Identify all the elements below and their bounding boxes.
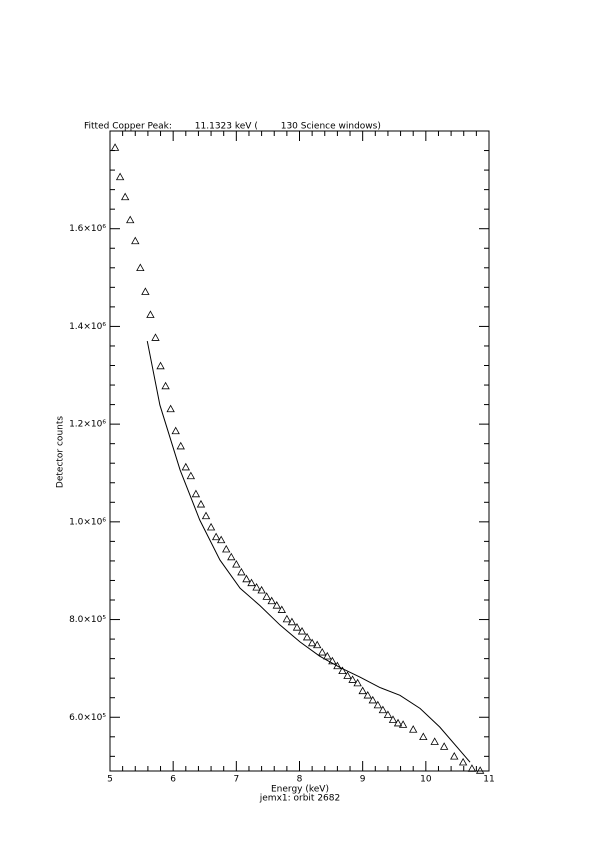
y-tick-label: 8.0×10⁵ bbox=[69, 615, 106, 625]
data-point bbox=[282, 614, 292, 623]
y-axis-label: Detector counts bbox=[56, 416, 66, 488]
data-point bbox=[166, 404, 175, 413]
y-tick-label: 1.6×10⁶ bbox=[69, 224, 106, 234]
data-point bbox=[439, 742, 449, 750]
data-point bbox=[467, 764, 477, 772]
data-point bbox=[409, 725, 418, 733]
subtitle: jemx1: orbit 2682 bbox=[259, 794, 340, 804]
data-point bbox=[262, 592, 271, 600]
data-point bbox=[343, 671, 352, 679]
data-point bbox=[176, 441, 185, 450]
data-point bbox=[232, 560, 241, 568]
data-point bbox=[292, 623, 302, 631]
data-point bbox=[363, 690, 372, 699]
data-point bbox=[216, 535, 226, 544]
data-point bbox=[120, 192, 130, 201]
data-point bbox=[151, 333, 160, 341]
data-point bbox=[378, 705, 388, 714]
data-point bbox=[257, 585, 266, 594]
data-point bbox=[328, 656, 337, 665]
data-point bbox=[287, 617, 297, 626]
data-point bbox=[302, 632, 312, 641]
data-point bbox=[171, 426, 180, 435]
y-tick-label: 6.0×10⁵ bbox=[69, 713, 106, 723]
data-point bbox=[201, 511, 211, 520]
data-point bbox=[358, 686, 367, 695]
data-point bbox=[186, 471, 196, 480]
data-point bbox=[323, 651, 332, 660]
data-point bbox=[237, 567, 246, 576]
data-point bbox=[126, 215, 135, 224]
data-point bbox=[141, 287, 150, 295]
y-tick-label: 1.4×10⁶ bbox=[69, 322, 106, 332]
data-point bbox=[318, 647, 327, 656]
data-point bbox=[388, 715, 398, 723]
data-point bbox=[475, 766, 485, 774]
x-axis-label: Energy (keV) bbox=[271, 785, 329, 795]
data-point bbox=[156, 361, 165, 370]
data-point bbox=[277, 605, 286, 613]
data-point bbox=[110, 143, 120, 151]
x-tick-label: 8 bbox=[297, 775, 303, 785]
data-point bbox=[353, 678, 362, 687]
data-point bbox=[222, 544, 231, 553]
data-point bbox=[383, 710, 393, 719]
data-point bbox=[252, 582, 261, 591]
data-point bbox=[393, 718, 403, 727]
data-point bbox=[297, 626, 307, 635]
x-tick-label: 9 bbox=[360, 775, 366, 785]
data-point bbox=[430, 737, 439, 745]
y-tick-label: 1.2×10⁶ bbox=[69, 420, 106, 430]
data-point bbox=[196, 499, 206, 508]
y-tick-label: 1.0×10⁶ bbox=[69, 517, 106, 527]
data-point bbox=[348, 675, 357, 683]
data-point bbox=[227, 552, 236, 561]
data-point bbox=[368, 695, 377, 704]
data-point bbox=[338, 666, 347, 675]
data-point bbox=[373, 700, 383, 709]
data-point bbox=[136, 263, 145, 271]
data-point bbox=[458, 757, 468, 766]
data-point bbox=[242, 574, 251, 583]
fit-line bbox=[146, 340, 471, 763]
data-point bbox=[161, 381, 170, 390]
data-point bbox=[419, 732, 428, 741]
data-point bbox=[307, 638, 317, 647]
data-point bbox=[211, 532, 221, 541]
data-point bbox=[115, 172, 125, 181]
data-point bbox=[313, 640, 322, 649]
data-point bbox=[131, 236, 140, 245]
x-tick-label: 7 bbox=[233, 775, 239, 785]
x-tick-label: 6 bbox=[170, 775, 176, 785]
data-point bbox=[247, 578, 256, 587]
x-tick-label: 11 bbox=[483, 775, 494, 785]
data-point bbox=[181, 462, 190, 471]
data-point bbox=[450, 752, 459, 760]
chart-title: Fitted Copper Peak: 11.1323 keV ( 130 Sc… bbox=[84, 122, 381, 132]
data-point bbox=[267, 596, 276, 605]
data-point bbox=[146, 310, 155, 318]
x-tick-label: 10 bbox=[420, 775, 432, 785]
data-point bbox=[191, 489, 201, 498]
x-tick-label: 5 bbox=[107, 775, 113, 785]
data-point bbox=[398, 720, 408, 728]
data-point bbox=[272, 601, 281, 609]
data-point bbox=[206, 522, 216, 531]
